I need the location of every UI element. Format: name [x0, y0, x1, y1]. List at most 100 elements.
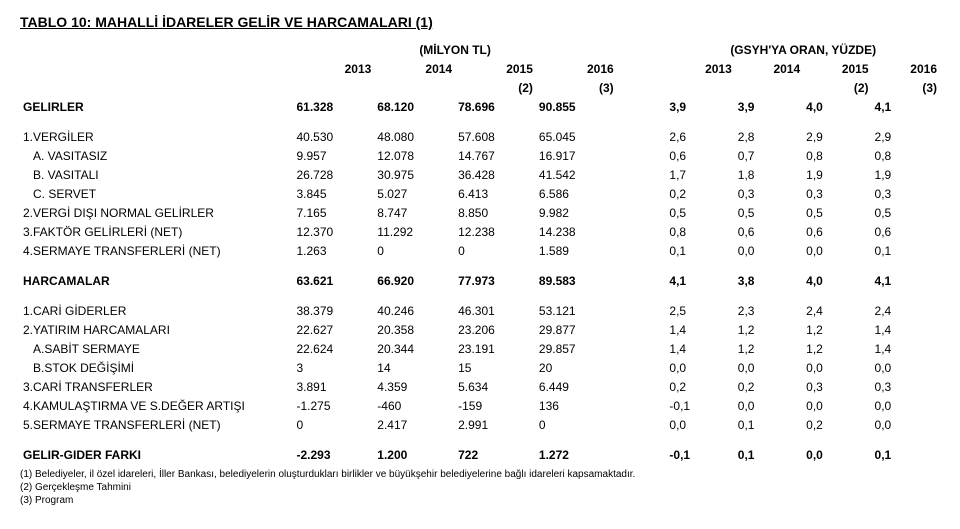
- row-ratio: 0,3: [872, 377, 940, 396]
- row-value: 3: [294, 358, 375, 377]
- row-ratio: 2,9: [803, 127, 871, 146]
- table-row: GELIRLER61.32868.12078.69690.8553,93,94,…: [20, 97, 940, 116]
- row-ratio: 4,1: [872, 97, 940, 116]
- row-value: -2.293: [294, 445, 375, 464]
- row-value: 20.358: [374, 320, 455, 339]
- row-ratio: 0,0: [803, 396, 871, 415]
- row-value: 4.359: [374, 377, 455, 396]
- row-value: 53.121: [536, 301, 617, 320]
- row-ratio: 0,1: [666, 241, 734, 260]
- row-value: 136: [536, 396, 617, 415]
- row-value: 12.370: [294, 222, 375, 241]
- table-row: A.SABİT SERMAYE22.62420.34423.19129.857 1…: [20, 339, 940, 358]
- row-value: 6.449: [536, 377, 617, 396]
- row-label: 2.YATIRIM HARCAMALARI: [20, 320, 294, 339]
- footnotes: (1) Belediyeler, il özel idareleri, İlle…: [20, 468, 940, 507]
- row-value: 9.982: [536, 203, 617, 222]
- row-value: 20.344: [374, 339, 455, 358]
- row-ratio: 0,5: [735, 203, 803, 222]
- row-ratio: 1,8: [735, 165, 803, 184]
- row-ratio: 0,3: [735, 184, 803, 203]
- row-label: A. VASITASIZ: [20, 146, 294, 165]
- row-value: 66.920: [374, 271, 455, 290]
- row-value: 15: [455, 358, 536, 377]
- row-label: C. SERVET: [20, 184, 294, 203]
- row-ratio: 0,1: [735, 415, 803, 434]
- row-value: 12.238: [455, 222, 536, 241]
- row-label: GELIRLER: [20, 97, 294, 116]
- table-row: 2.YATIRIM HARCAMALARI22.62720.35823.2062…: [20, 320, 940, 339]
- row-value: 1.263: [294, 241, 375, 260]
- row-ratio: 0,5: [872, 203, 940, 222]
- row-ratio: 1,2: [803, 339, 871, 358]
- row-value: 63.621: [294, 271, 375, 290]
- row-ratio: 0,6: [803, 222, 871, 241]
- row-ratio: 0,0: [735, 358, 803, 377]
- row-value: 22.627: [294, 320, 375, 339]
- table-title: TABLO 10: MAHALLİ İDARELER GELİR VE HARC…: [20, 14, 940, 30]
- row-value: 14.767: [455, 146, 536, 165]
- row-value: 3.845: [294, 184, 375, 203]
- hdr-sub4a: (3): [536, 78, 617, 97]
- hdr-y2a: 2014: [374, 59, 455, 78]
- table-row: 3.CARİ TRANSFERLER3.8914.3595.6346.4490,…: [20, 377, 940, 396]
- row-ratio: 0,1: [872, 241, 940, 260]
- row-ratio: 0,6: [666, 146, 734, 165]
- row-value: 46.301: [455, 301, 536, 320]
- row-ratio: 2,4: [803, 301, 871, 320]
- row-value: 22.624: [294, 339, 375, 358]
- row-value: 89.583: [536, 271, 617, 290]
- row-ratio: 0,2: [666, 377, 734, 396]
- row-ratio: 1,2: [803, 320, 871, 339]
- row-ratio: 0,3: [803, 184, 871, 203]
- row-value: 29.877: [536, 320, 617, 339]
- row-ratio: -0,1: [666, 445, 734, 464]
- row-ratio: 0,2: [803, 415, 871, 434]
- table-row: B.STOK DEĞİŞİMİ31415200,00,00,00,0: [20, 358, 940, 377]
- hdr-y1a: 2013: [294, 59, 375, 78]
- table-row: B. VASITALI26.72830.97536.42841.5421,71,…: [20, 165, 940, 184]
- row-value: 722: [455, 445, 536, 464]
- row-value: 23.191: [455, 339, 536, 358]
- row-value: 0: [294, 415, 375, 434]
- row-ratio: 0,8: [872, 146, 940, 165]
- row-ratio: 2,5: [666, 301, 734, 320]
- row-value: 7.165: [294, 203, 375, 222]
- header-group-left: (MİLYON TL): [294, 40, 617, 59]
- row-ratio: 0,6: [735, 222, 803, 241]
- row-label: 4.KAMULAŞTIRMA VE S.DEĞER ARTIŞI: [20, 396, 294, 415]
- row-value: 2.417: [374, 415, 455, 434]
- table-row: 1.VERGİLER40.53048.08057.60865.0452,62,8…: [20, 127, 940, 146]
- row-value: 40.530: [294, 127, 375, 146]
- row-ratio: 0,0: [803, 241, 871, 260]
- row-value: 23.206: [455, 320, 536, 339]
- row-ratio: 0,0: [872, 358, 940, 377]
- row-value: 57.608: [455, 127, 536, 146]
- row-value: 0: [374, 241, 455, 260]
- row-label: 1.VERGİLER: [20, 127, 294, 146]
- row-ratio: 1,7: [666, 165, 734, 184]
- row-value: 11.292: [374, 222, 455, 241]
- row-value: 30.975: [374, 165, 455, 184]
- row-value: 40.246: [374, 301, 455, 320]
- row-ratio: 4,0: [803, 97, 871, 116]
- footnote-3: (3) Program: [20, 494, 940, 507]
- row-label: A.SABİT SERMAYE: [20, 339, 294, 358]
- hdr-sub4b: (3): [872, 78, 940, 97]
- row-value: 5.027: [374, 184, 455, 203]
- row-value: 77.973: [455, 271, 536, 290]
- row-value: 6.413: [455, 184, 536, 203]
- row-value: 41.542: [536, 165, 617, 184]
- row-ratio: 0,5: [803, 203, 871, 222]
- row-value: 5.634: [455, 377, 536, 396]
- row-ratio: 2,4: [872, 301, 940, 320]
- row-ratio: 1,4: [666, 320, 734, 339]
- row-value: 29.857: [536, 339, 617, 358]
- row-label: HARCAMALAR: [20, 271, 294, 290]
- row-label: 3.CARİ TRANSFERLER: [20, 377, 294, 396]
- hdr-sub3b: (2): [803, 78, 871, 97]
- table-row: C. SERVET3.8455.0276.4136.5860,20,30,30,…: [20, 184, 940, 203]
- row-ratio: 4,0: [803, 271, 871, 290]
- row-ratio: 0,2: [666, 184, 734, 203]
- row-value: 0: [536, 415, 617, 434]
